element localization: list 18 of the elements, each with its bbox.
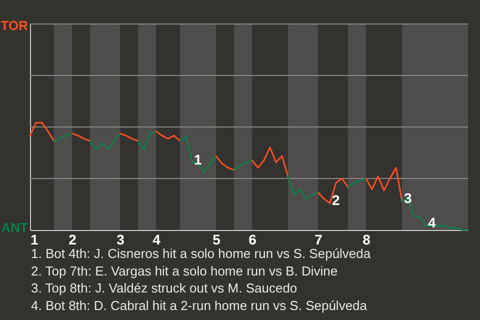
text: 2. Top 7th: E. Vargas hit a solo home run vs B. Divine [31,263,338,278]
x-tick-label: 8 [362,232,371,248]
text: 1. Bot 4th: J. Cisneros hit a solo home run vs S. Sepúlveda [31,246,372,261]
text: 4. Bot 8th: D. Cabral hit a 2-run home run vs S. Sepúlveda [31,298,368,313]
x-tick-label: 4 [152,232,161,248]
text: 3. Top 8th: J. Valdéz struck out vs M. Saucedo [31,280,298,296]
annotation: 2 [332,192,340,208]
annotation: 1 [194,151,202,168]
x-tick-label: 2 [68,232,77,248]
annotation: 3 [404,190,412,206]
text: ANT [1,220,28,235]
annotation: 4 [428,214,436,231]
x-tick-label: 1 [30,232,38,248]
x-tick-label: 3 [116,232,125,248]
x-tick-label: 5 [212,232,221,248]
x-tick-label: 6 [248,232,257,248]
x-tick-label: 7 [314,232,323,248]
text: TOR [0,18,29,33]
